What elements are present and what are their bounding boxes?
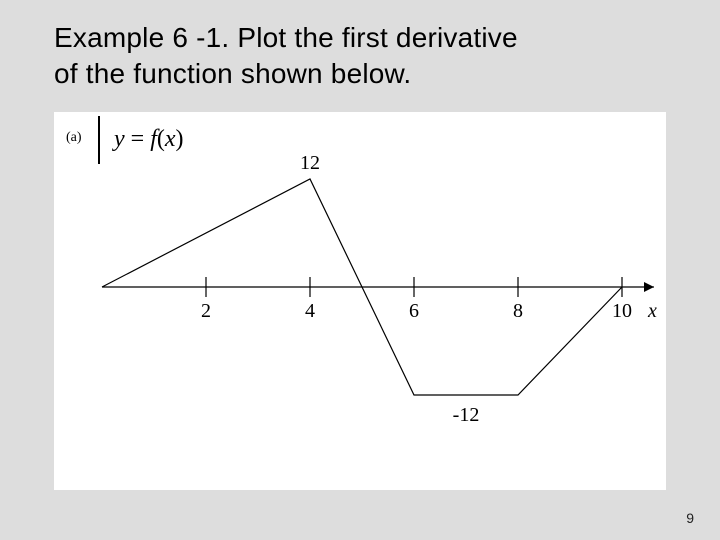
x-tick-label: 10	[612, 300, 632, 322]
x-tick-label: 8	[513, 300, 523, 322]
x-tick-label: 4	[305, 300, 315, 322]
title-line-2: of the function shown below.	[54, 58, 411, 89]
example-title: Example 6 -1. Plot the first derivative …	[54, 20, 518, 93]
x-tick-label: 2	[201, 300, 211, 322]
figure-panel: (a) y = f(x) 246810x12-12	[54, 112, 666, 490]
page-number: 9	[686, 510, 694, 526]
function-plot: 2 4 6 8 10 x 12 -12	[54, 112, 666, 490]
title-line-1: Example 6 -1. Plot the first derivative	[54, 22, 518, 53]
x-axis-arrow-icon	[644, 282, 654, 292]
x-axis-label: x	[647, 300, 657, 322]
peak-bottom-label: -12	[453, 404, 480, 426]
peak-top-label: 12	[300, 152, 320, 174]
x-tick-label: 6	[409, 300, 419, 322]
